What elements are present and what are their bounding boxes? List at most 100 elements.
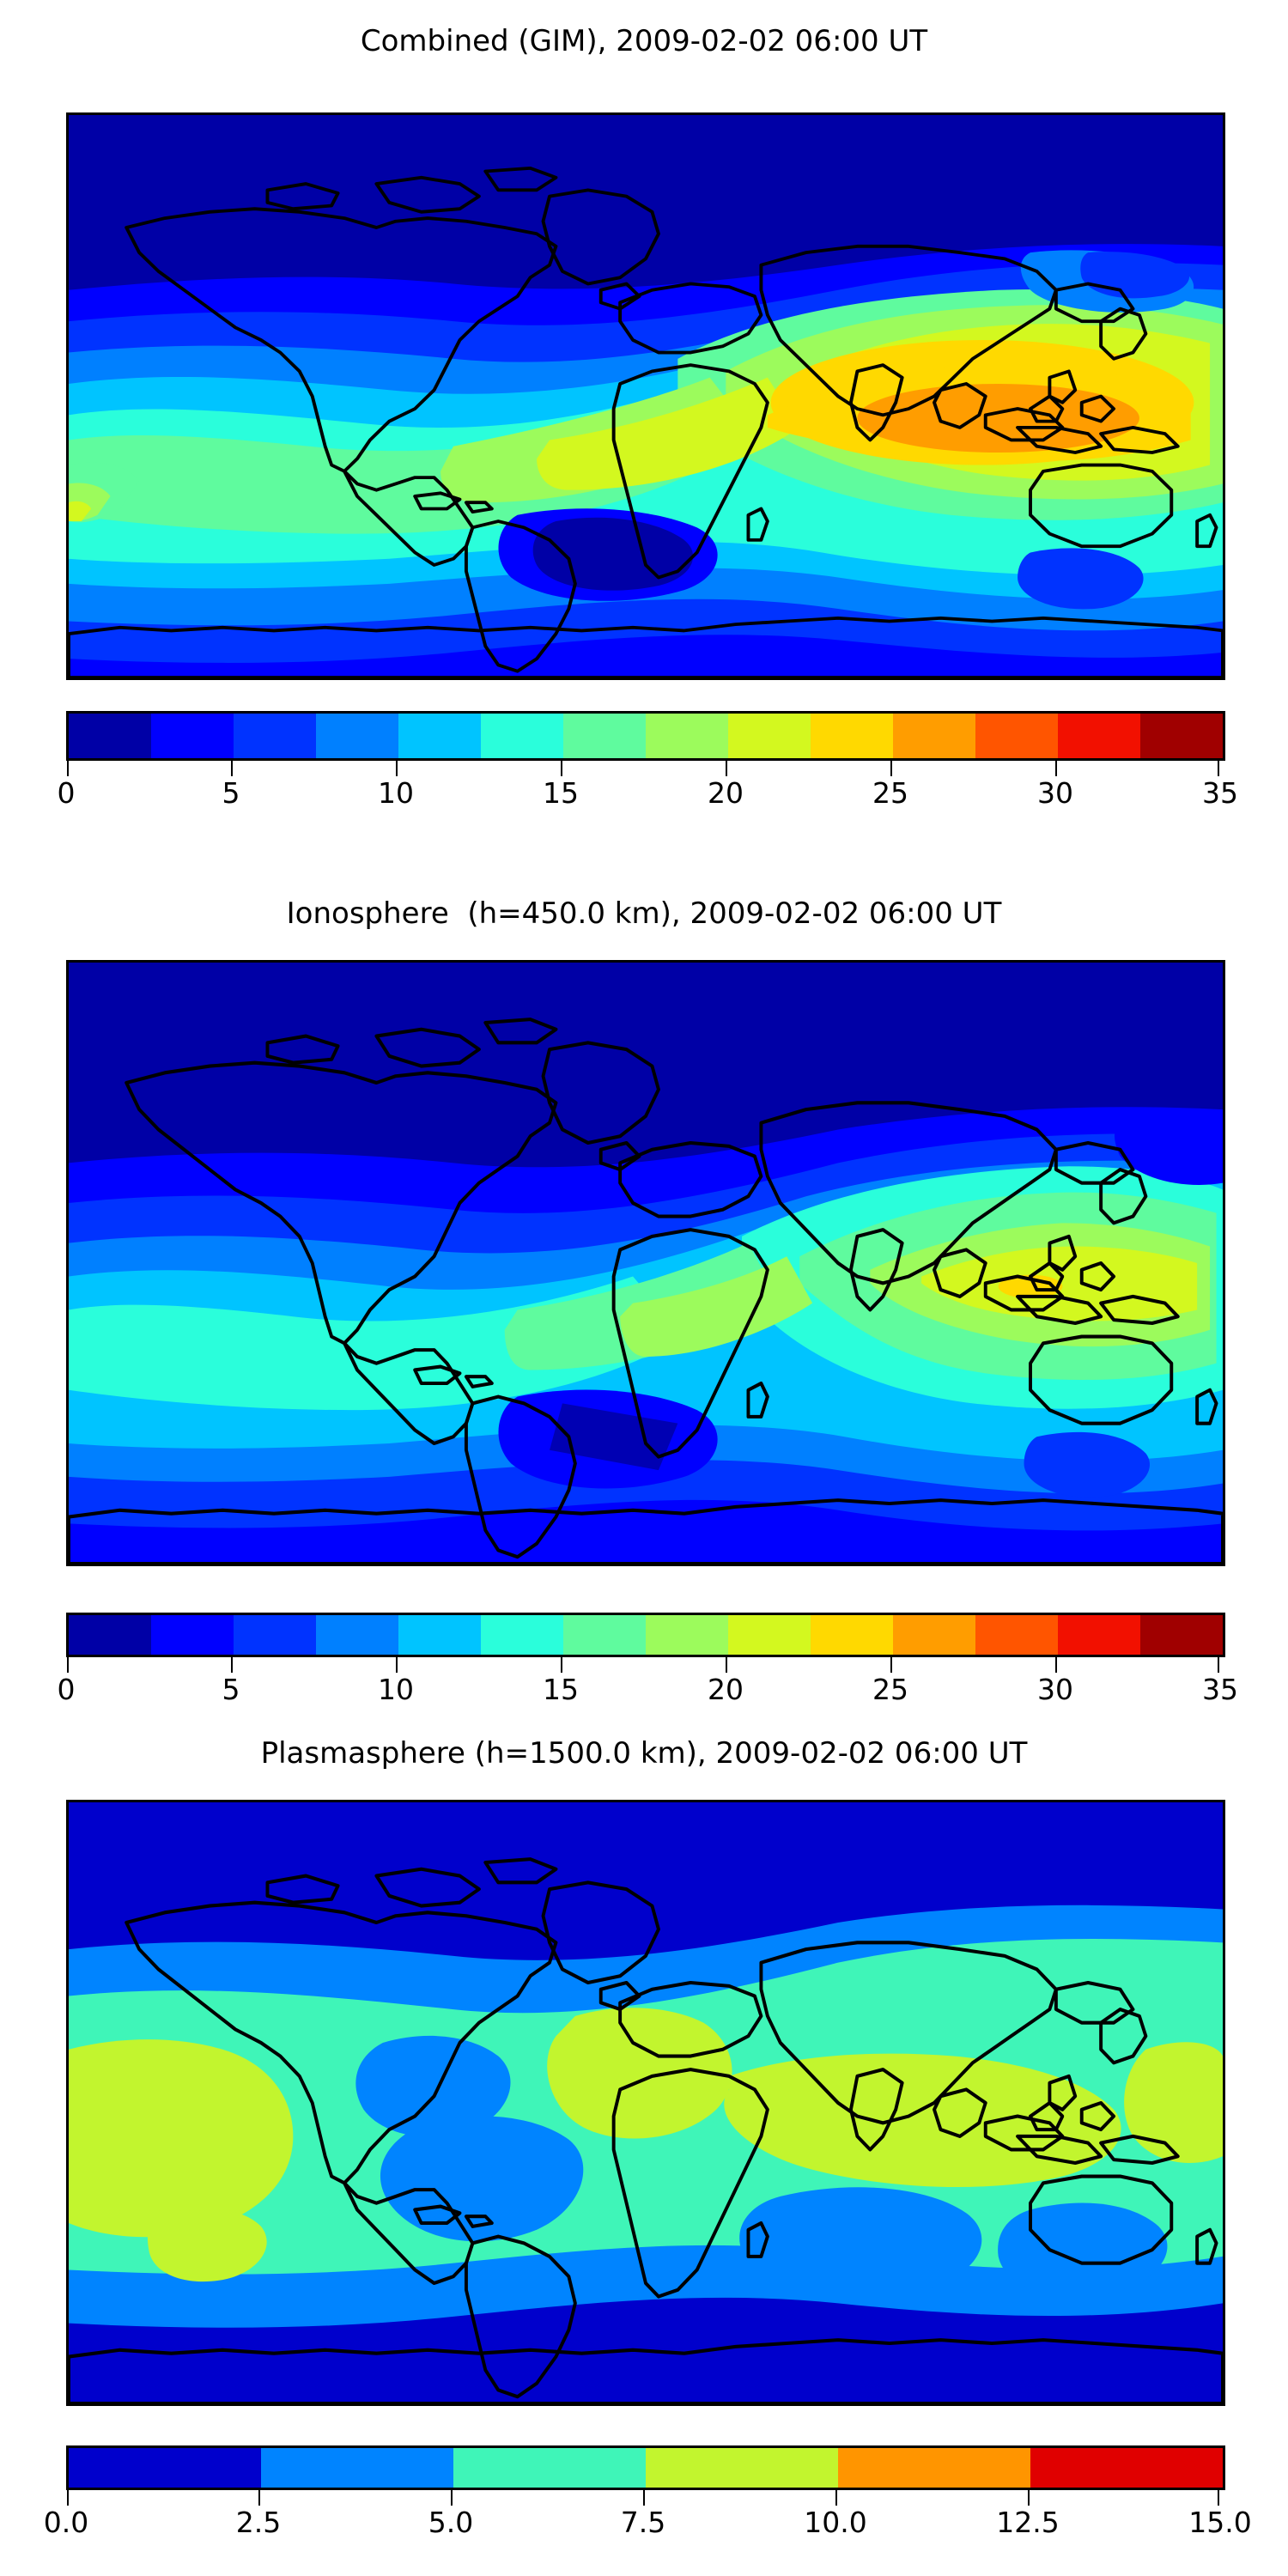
colorbar-swatch-3 xyxy=(646,2448,838,2488)
colorbar-swatch-11 xyxy=(975,714,1058,758)
colorbar-tick-label-6: 30 xyxy=(1037,1673,1073,1706)
colorbar-swatch-3 xyxy=(316,1615,398,1655)
colorbar-tick-label-3: 15 xyxy=(543,1673,579,1706)
colorbar-swatch-10 xyxy=(893,1615,975,1655)
map-svg-combined-gim xyxy=(69,115,1223,677)
colorbar-labels-combined: 0 5 10 15 20 25 30 35 xyxy=(58,776,1239,816)
colorbar-tick-4 xyxy=(835,2490,837,2506)
panel-title-combined-gim: Combined (GIM), 2009-02-02 06:00 UT xyxy=(360,24,928,58)
colorbar-swatch-1 xyxy=(151,1615,234,1655)
colorbar-tick-2 xyxy=(451,2490,453,2506)
colorbar-tick-6 xyxy=(1055,761,1057,776)
colorbar-swatch-13 xyxy=(1140,714,1223,758)
map-combined-gim xyxy=(66,112,1225,680)
colorbar-tick-5 xyxy=(890,761,892,776)
colorbar-tick-4 xyxy=(726,761,727,776)
coastlines-ionosphere xyxy=(69,1018,1223,1564)
colorbar-plasmasphere: 0.0 2.5 5.0 7.5 10.0 12.5 15.0 xyxy=(44,2445,1252,2549)
colorbar-tick-1 xyxy=(258,2490,260,2506)
colorbar-tick-label-5: 25 xyxy=(872,776,908,810)
colorbar-tick-label-2: 10 xyxy=(378,776,414,810)
colorbar-swatch-8 xyxy=(728,714,811,758)
colorbar-ionosphere: 0 5 10 15 20 25 30 35 xyxy=(58,1613,1238,1707)
colorbar-tick-label-1: 2.5 xyxy=(235,2506,282,2539)
colorbar-swatch-6 xyxy=(563,714,646,758)
colorbar-swatch-0 xyxy=(69,1615,151,1655)
colorbar-swatch-7 xyxy=(646,1615,728,1655)
colorbar-tick-label-6: 15.0 xyxy=(1188,2506,1252,2539)
colorbar-tick-label-0: 0 xyxy=(57,1673,76,1706)
coastlines-combined xyxy=(69,166,1223,677)
colorbar-tick-label-4: 20 xyxy=(708,1673,744,1706)
colorbar-tick-label-3: 7.5 xyxy=(620,2506,666,2539)
colorbar-tick-label-2: 10 xyxy=(378,1673,414,1706)
coastlines-plasmasphere xyxy=(69,1857,1223,2403)
colorbar-tick-1 xyxy=(231,761,233,776)
colorbar-tick-label-5: 25 xyxy=(872,1673,908,1706)
colorbar-tick-6 xyxy=(1218,2490,1219,2506)
colorbar-tick-label-4: 10.0 xyxy=(804,2506,867,2539)
colorbar-labels-plasmasphere: 0.0 2.5 5.0 7.5 10.0 12.5 15.0 xyxy=(44,2506,1252,2545)
panel-title-plasmasphere: Plasmasphere (h=1500.0 km), 2009-02-02 0… xyxy=(260,1736,1028,1771)
colorbar-ticks-combined xyxy=(66,761,1220,776)
colorbar-swatch-11 xyxy=(975,1615,1058,1655)
contour-field-plasmasphere xyxy=(69,1802,1223,2403)
colorbar-swatch-7 xyxy=(646,714,728,758)
colorbar-swatch-5 xyxy=(1030,2448,1223,2488)
colorbar-tick-3 xyxy=(643,2490,645,2506)
colorbar-swatch-1 xyxy=(151,714,234,758)
colorbar-tick-0 xyxy=(67,1657,69,1673)
colorbar-swatch-4 xyxy=(398,1615,481,1655)
colorbar-tick-5 xyxy=(890,1657,892,1673)
colorbar-swatch-13 xyxy=(1140,1615,1223,1655)
colorbar-swatches-plasmasphere xyxy=(66,2445,1225,2490)
colorbar-swatch-2 xyxy=(234,1615,316,1655)
colorbar-labels-ionosphere: 0 5 10 15 20 25 30 35 xyxy=(58,1673,1239,1712)
colorbar-tick-1 xyxy=(231,1657,233,1673)
colorbar-swatch-4 xyxy=(398,714,481,758)
colorbar-swatch-12 xyxy=(1058,714,1140,758)
panel-title-ionosphere: Ionosphere (h=450.0 km), 2009-02-02 06:0… xyxy=(286,896,1002,931)
map-plasmasphere xyxy=(66,1800,1225,2406)
colorbar-tick-label-5: 12.5 xyxy=(996,2506,1060,2539)
colorbar-swatch-4 xyxy=(838,2448,1030,2488)
colorbar-tick-3 xyxy=(561,1657,562,1673)
colorbar-tick-label-1: 5 xyxy=(222,776,240,810)
colorbar-combined-gim: 0 5 10 15 20 25 30 35 xyxy=(58,711,1238,810)
colorbar-swatches-ionosphere xyxy=(66,1613,1225,1657)
colorbar-swatch-9 xyxy=(811,714,893,758)
colorbar-swatch-2 xyxy=(234,714,316,758)
colorbar-tick-0 xyxy=(67,2490,69,2506)
map-svg-plasmasphere xyxy=(69,1802,1223,2403)
colorbar-tick-label-1: 5 xyxy=(222,1673,240,1706)
colorbar-swatch-10 xyxy=(893,714,975,758)
colorbar-tick-label-0: 0.0 xyxy=(43,2506,89,2539)
colorbar-swatch-12 xyxy=(1058,1615,1140,1655)
colorbar-swatch-3 xyxy=(316,714,398,758)
colorbar-tick-4 xyxy=(726,1657,727,1673)
colorbar-swatch-0 xyxy=(69,2448,261,2488)
colorbar-tick-3 xyxy=(561,761,562,776)
colorbar-tick-label-4: 20 xyxy=(708,776,744,810)
colorbar-tick-2 xyxy=(396,1657,398,1673)
colorbar-tick-label-2: 5.0 xyxy=(428,2506,474,2539)
colorbar-tick-2 xyxy=(396,761,398,776)
map-ionosphere xyxy=(66,960,1225,1566)
colorbar-tick-5 xyxy=(1028,2490,1030,2506)
colorbar-tick-label-7: 35 xyxy=(1202,1673,1238,1706)
colorbar-swatches-combined xyxy=(66,711,1225,761)
colorbar-tick-6 xyxy=(1055,1657,1057,1673)
colorbar-swatch-6 xyxy=(563,1615,646,1655)
colorbar-tick-label-3: 15 xyxy=(543,776,579,810)
colorbar-swatch-9 xyxy=(811,1615,893,1655)
colorbar-swatch-5 xyxy=(481,714,563,758)
colorbar-swatch-0 xyxy=(69,714,151,758)
colorbar-tick-7 xyxy=(1218,761,1219,776)
colorbar-swatch-1 xyxy=(261,2448,453,2488)
colorbar-tick-7 xyxy=(1218,1657,1219,1673)
colorbar-swatch-2 xyxy=(453,2448,646,2488)
map-svg-ionosphere xyxy=(69,963,1223,1564)
colorbar-ticks-ionosphere xyxy=(66,1657,1220,1673)
colorbar-swatch-5 xyxy=(481,1615,563,1655)
